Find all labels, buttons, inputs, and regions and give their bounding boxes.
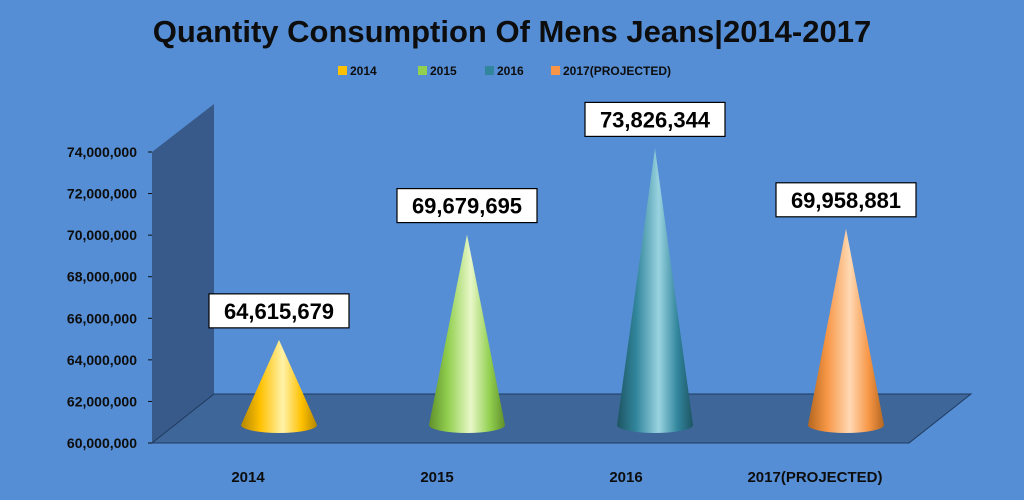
legend-swatch — [485, 66, 494, 75]
cone-2014 — [241, 339, 317, 433]
legend-entry: 2015 — [430, 64, 457, 78]
value-label-box — [775, 182, 917, 218]
cone-2015 — [429, 234, 505, 433]
legend-swatch — [551, 66, 560, 75]
y-tick-label: 62,000,000 — [67, 393, 137, 409]
value-label: 73,826,344 — [600, 107, 711, 132]
y-tick-label: 66,000,000 — [67, 310, 137, 326]
value-label: 64,615,679 — [224, 299, 334, 324]
value-label: 69,958,881 — [791, 188, 901, 213]
cone-body — [241, 339, 317, 433]
cone-2016 — [617, 148, 693, 434]
value-label-box — [584, 101, 726, 138]
floor-plane — [150, 393, 973, 444]
legend: 2014 2015 2016 2017(PROJECTED) — [338, 64, 671, 78]
cone-body — [429, 234, 505, 433]
legend-swatch — [418, 66, 427, 75]
floor — [150, 393, 973, 444]
back-wall — [152, 104, 214, 443]
x-category-label: 2015 — [420, 469, 453, 486]
x-category-label: 2014 — [231, 469, 265, 486]
y-tick-label: 74,000,000 — [67, 144, 137, 160]
y-tick-label: 70,000,000 — [67, 227, 137, 243]
cone-body — [808, 228, 884, 433]
y-axis-ticks: 60,000,000 62,000,000 64,000,000 66,000,000… — [67, 144, 152, 451]
value-label: 69,679,695 — [412, 194, 522, 219]
cone-2017-projected- — [808, 228, 884, 433]
x-category-label: 2016 — [609, 469, 642, 486]
cone-body — [617, 148, 693, 434]
value-label-box — [396, 188, 538, 224]
legend-swatch — [338, 66, 347, 75]
y-tick-label: 64,000,000 — [67, 352, 137, 368]
x-axis-categories: 2014 2015 2016 2017(PROJECTED) — [231, 469, 882, 486]
data-labels: 64,615,679 69,679,695 73,826,344 69,958,881 — [208, 101, 917, 329]
side-wall — [152, 104, 214, 443]
legend-entry: 2017(PROJECTED) — [563, 64, 671, 78]
legend-entry: 2016 — [497, 64, 524, 78]
y-tick-label: 72,000,000 — [67, 186, 137, 202]
cones — [241, 148, 884, 434]
y-tick-label: 68,000,000 — [67, 269, 137, 285]
legend-entry: 2014 — [350, 64, 377, 78]
y-tick-label: 60,000,000 — [67, 435, 137, 451]
x-category-label: 2017(PROJECTED) — [747, 469, 882, 486]
value-label-box — [208, 293, 350, 329]
chart-title: Quantity Consumption Of Mens Jeans|2014-… — [153, 14, 871, 49]
